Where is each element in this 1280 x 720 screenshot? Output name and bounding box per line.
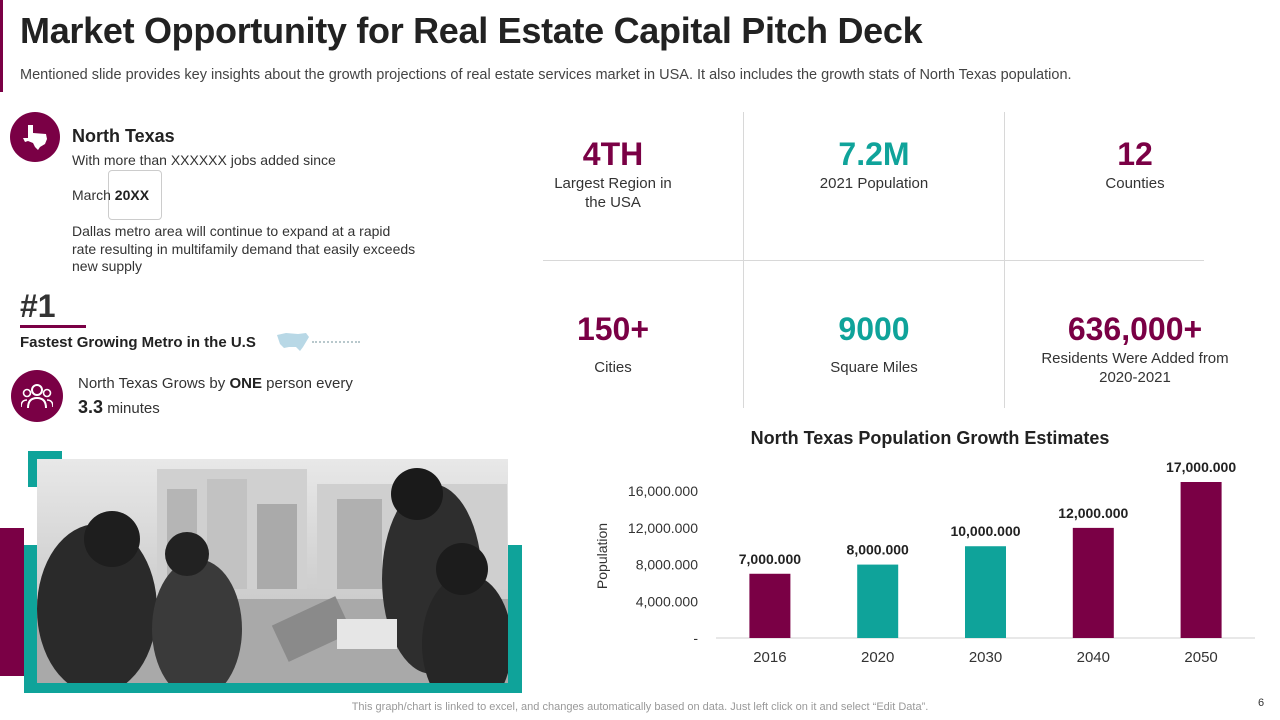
stat-counties: 12 Counties xyxy=(1015,136,1255,193)
decorative-maroon-block xyxy=(0,528,24,676)
stat-population: 7.2M 2021 Population xyxy=(754,136,994,193)
since-year: 20XX xyxy=(114,187,150,203)
rank-underline xyxy=(20,325,86,328)
data-label: 12,000.000 xyxy=(1058,505,1128,521)
stat-label: 2021 Population xyxy=(819,175,929,192)
since-date-text: March 20XX xyxy=(72,187,149,203)
page-subtitle: Mentioned slide provides key insights ab… xyxy=(20,67,1072,83)
stats-divider-h xyxy=(543,260,1204,261)
dotted-connector xyxy=(312,341,360,343)
team-meeting-photo xyxy=(37,459,508,683)
texas-map-icon xyxy=(23,125,47,150)
stat-label: Counties xyxy=(1105,175,1165,192)
usa-map-icon xyxy=(277,333,309,351)
growth-text-post: person every xyxy=(261,375,353,392)
data-label: 7,000.000 xyxy=(739,551,801,567)
stat-value: 150+ xyxy=(576,311,650,347)
footer-note: This graph/chart is linked to excel, and… xyxy=(351,701,929,713)
stat-value: 4TH xyxy=(582,136,644,172)
stat-value: 636,000+ xyxy=(1067,311,1203,347)
page-number: 6 xyxy=(1258,697,1265,709)
stat-label: Largest Region in the USA xyxy=(554,175,672,211)
since-month: March xyxy=(72,187,115,203)
dallas-metro-paragraph: Dallas metro area will continue to expan… xyxy=(72,223,416,274)
stat-label: Residents Were Added from 2020-2021 xyxy=(1041,350,1229,386)
jobs-added-text: With more than XXXXXX jobs added since xyxy=(72,152,336,168)
x-tick-label: 2030 xyxy=(969,649,1002,666)
stat-square-miles: 9000 Square Miles xyxy=(754,311,994,377)
stat-value: 9000 xyxy=(838,311,910,347)
bar-2040 xyxy=(1072,527,1114,638)
rank-number: #1 xyxy=(20,288,56,324)
rank-label: Fastest Growing Metro in the U.S xyxy=(20,334,256,351)
stat-label: Cities xyxy=(594,359,632,376)
y-tick-label: 16,000.000 xyxy=(628,483,698,499)
growth-interval-number: 3.3 xyxy=(78,397,104,417)
growth-text-pre: North Texas Grows by xyxy=(78,375,230,392)
bar-2030 xyxy=(965,546,1006,638)
y-tick-label: - xyxy=(693,630,698,646)
calendar-icon xyxy=(108,170,162,220)
bar-2020 xyxy=(857,564,899,638)
y-tick-label: 12,000.000 xyxy=(628,520,698,536)
x-tick-label: 2016 xyxy=(753,649,786,666)
y-axis-label: Population xyxy=(594,523,610,589)
page-title: Market Opportunity for Real Estate Capit… xyxy=(20,10,923,51)
chart-title: North Texas Population Growth Estimates xyxy=(751,428,1110,448)
x-tick-label: 2050 xyxy=(1184,649,1217,666)
data-label: 10,000.000 xyxy=(950,523,1020,539)
stat-residents-added: 636,000+ Residents Were Added from 2020-… xyxy=(1015,311,1255,387)
y-tick-label: 8,000.000 xyxy=(636,557,698,573)
population-growth-chart: North Texas Population Growth Estimates P… xyxy=(594,428,1255,666)
title-accent-bar xyxy=(0,0,3,92)
growth-text-bold: ONE xyxy=(229,375,262,392)
growth-interval: 3.3 minutes xyxy=(78,397,160,418)
stat-largest-region: 4TH Largest Region in the USA xyxy=(493,136,733,212)
x-tick-label: 2040 xyxy=(1077,649,1110,666)
bar-2016 xyxy=(749,573,791,638)
growth-interval-unit: minutes xyxy=(103,400,160,417)
data-label: 17,000.000 xyxy=(1166,459,1236,475)
north-texas-heading: North Texas xyxy=(72,126,175,146)
stat-value: 7.2M xyxy=(838,136,910,172)
people-icon-badge xyxy=(11,370,63,422)
growth-rate-text: North Texas Grows by ONE person every xyxy=(78,375,353,392)
stat-cities: 150+ Cities xyxy=(493,311,733,377)
bar-2050 xyxy=(1180,482,1222,638)
data-label: 8,000.000 xyxy=(847,542,909,558)
x-tick-label: 2020 xyxy=(861,649,894,666)
people-group-icon xyxy=(21,384,53,409)
y-tick-label: 4,000.000 xyxy=(636,593,698,609)
stat-value: 12 xyxy=(1117,136,1153,172)
stat-label: Square Miles xyxy=(830,359,918,376)
team-photo-illustration xyxy=(37,459,508,683)
texas-icon-badge xyxy=(10,112,60,162)
